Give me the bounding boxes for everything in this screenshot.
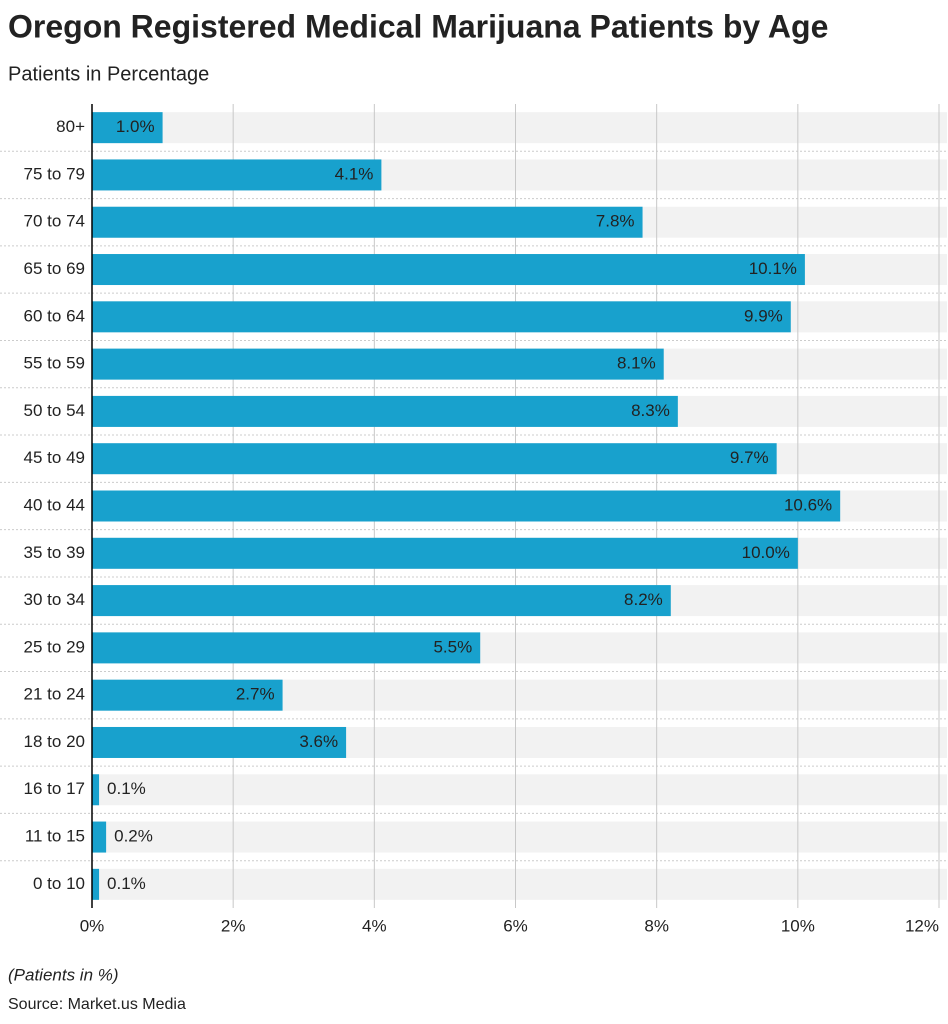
x-tick-label: 6%	[503, 916, 528, 935]
chart-title: Oregon Registered Medical Marijuana Pati…	[8, 8, 828, 44]
bar	[92, 443, 777, 475]
y-tick-label: 75 to 79	[24, 164, 85, 183]
y-tick-label: 45 to 49	[24, 448, 85, 467]
y-tick-label: 18 to 20	[24, 732, 85, 751]
row-band	[92, 868, 947, 900]
y-tick-label: 35 to 39	[24, 543, 85, 562]
value-label: 8.3%	[631, 401, 670, 420]
x-tick-label: 0%	[80, 916, 105, 935]
value-label: 10.6%	[784, 495, 832, 514]
value-label: 5.5%	[433, 637, 472, 656]
value-label: 3.6%	[299, 732, 338, 751]
note: (Patients in %)	[8, 965, 119, 984]
value-label: 4.1%	[335, 164, 374, 183]
y-tick-label: 65 to 69	[24, 259, 85, 278]
bar	[92, 254, 805, 286]
x-tick-label: 12%	[905, 916, 939, 935]
y-tick-label: 50 to 54	[24, 401, 85, 420]
bar	[92, 301, 791, 333]
x-tick-label: 4%	[362, 916, 387, 935]
bar	[92, 112, 163, 144]
y-tick-label: 60 to 64	[24, 306, 85, 325]
y-tick-label: 21 to 24	[24, 685, 85, 704]
bar	[92, 632, 481, 664]
value-label: 0.1%	[107, 874, 146, 893]
source: Source: Market.us Media	[8, 996, 186, 1013]
x-tick-label: 2%	[221, 916, 246, 935]
x-tick-label: 10%	[781, 916, 815, 935]
bar	[92, 490, 841, 522]
value-label: 7.8%	[596, 212, 635, 231]
bar	[92, 679, 283, 711]
bar	[92, 537, 798, 569]
bar	[92, 206, 643, 238]
value-label: 0.1%	[107, 779, 146, 798]
value-label: 10.1%	[749, 259, 797, 278]
value-label: 9.9%	[744, 306, 783, 325]
y-tick-label: 25 to 29	[24, 637, 85, 656]
y-tick-label: 55 to 59	[24, 354, 85, 373]
y-tick-label: 11 to 15	[25, 827, 85, 846]
bar	[92, 821, 107, 853]
y-tick-label: 30 to 34	[24, 590, 85, 609]
value-label: 2.7%	[236, 685, 275, 704]
bar	[92, 348, 664, 380]
value-label: 8.1%	[617, 354, 656, 373]
row-band	[92, 774, 947, 806]
bar	[92, 726, 347, 758]
bar	[92, 868, 100, 900]
y-tick-label: 70 to 74	[24, 212, 85, 231]
bar	[92, 774, 100, 806]
x-tick-label: 8%	[644, 916, 669, 935]
y-tick-label: 0 to 10	[33, 874, 85, 893]
row-band	[92, 821, 947, 853]
bar	[92, 585, 671, 617]
value-label: 9.7%	[730, 448, 769, 467]
bar	[92, 159, 382, 191]
bar	[92, 395, 678, 427]
chart-subtitle: Patients in Percentage	[8, 63, 209, 85]
row-band	[92, 112, 947, 144]
value-label: 10.0%	[742, 543, 790, 562]
value-label: 0.2%	[114, 827, 153, 846]
y-tick-label: 16 to 17	[24, 779, 85, 798]
y-tick-label: 80+	[56, 117, 85, 136]
y-tick-label: 40 to 44	[24, 495, 85, 514]
value-label: 1.0%	[116, 117, 155, 136]
value-label: 8.2%	[624, 590, 663, 609]
